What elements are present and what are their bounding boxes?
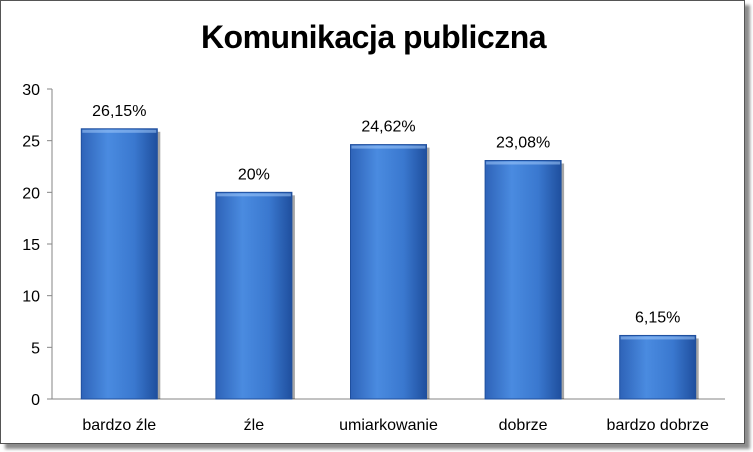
bar xyxy=(619,334,697,400)
y-tick-label: 5 xyxy=(31,340,40,357)
category-label: bardzo dobrze xyxy=(607,417,709,434)
data-label: 6,15% xyxy=(635,309,680,326)
y-tick-label: 20 xyxy=(22,185,40,202)
chart-bars xyxy=(80,128,699,400)
y-tick-label: 25 xyxy=(22,134,40,151)
bar xyxy=(350,144,427,400)
chart-labels: 26,15% bardzo źle 20% źle 24,62% umiarkowanie… xyxy=(82,103,709,434)
y-tick-label: 15 xyxy=(22,237,40,254)
data-label: 26,15% xyxy=(92,103,146,120)
bar-highlight xyxy=(351,145,426,149)
bar xyxy=(215,191,293,400)
bar-highlight xyxy=(486,161,561,165)
category-label: dobrze xyxy=(499,417,548,434)
bar-highlight xyxy=(82,129,157,133)
category-label: bardzo źle xyxy=(82,417,156,434)
bar-highlight xyxy=(216,193,291,197)
y-tick-label: 0 xyxy=(31,392,40,409)
chart-title: Komunikacja publiczna xyxy=(200,19,547,55)
category-label: umiarkowanie xyxy=(339,417,438,434)
category-label: źle xyxy=(244,417,265,434)
y-tick-label: 30 xyxy=(22,82,40,99)
data-label: 20% xyxy=(238,166,270,183)
y-tick-label: 10 xyxy=(22,289,40,306)
bar xyxy=(80,128,158,400)
data-label: 24,62% xyxy=(361,119,415,136)
data-label: 23,08% xyxy=(496,135,550,152)
bar-highlight xyxy=(620,336,695,340)
bar xyxy=(484,160,562,400)
